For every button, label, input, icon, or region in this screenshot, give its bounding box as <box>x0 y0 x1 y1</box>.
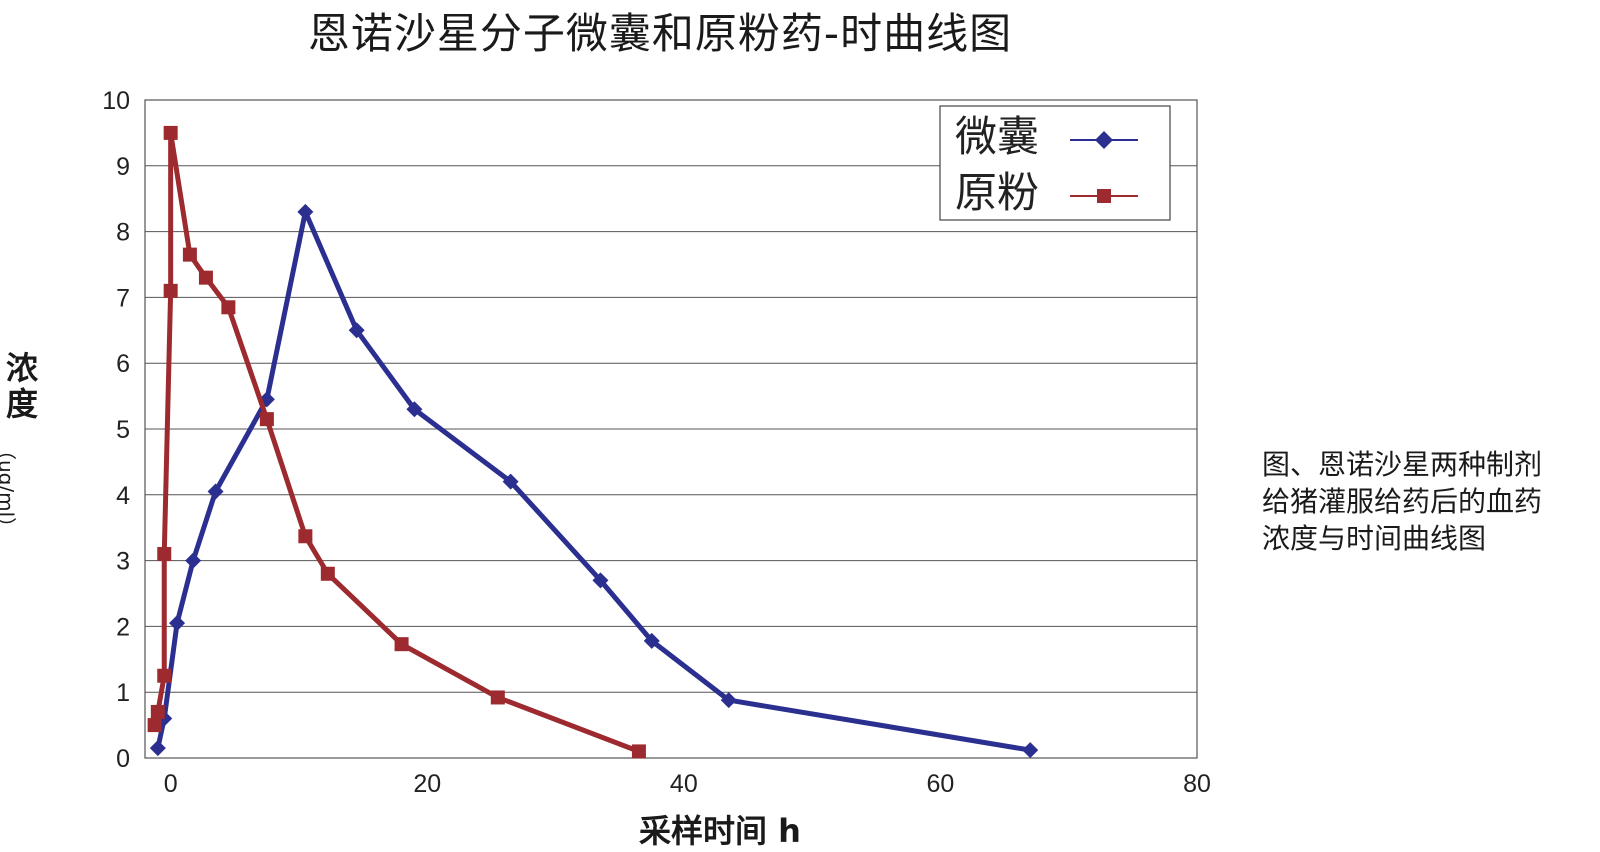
x-tick-label: 40 <box>670 770 698 798</box>
y-tick-label: 7 <box>116 284 130 312</box>
data-point-square <box>150 704 165 719</box>
y-tick-label: 4 <box>116 482 130 510</box>
data-point-diamond <box>1022 742 1039 759</box>
x-tick-label: 60 <box>927 770 955 798</box>
x-axis-label: 采样时间 h <box>639 812 801 850</box>
data-point-diamond <box>169 615 186 632</box>
chart-title: 恩诺沙星分子微囊和原粉药-时曲线图 <box>307 9 1013 58</box>
y-tick-label: 5 <box>116 416 130 444</box>
data-point-diamond <box>149 740 166 757</box>
figure-caption: 图、恩诺沙星两种制剂 给猪灌服给药后的血药 浓度与时间曲线图 <box>1262 446 1598 557</box>
data-point-square <box>163 283 178 298</box>
data-point-diamond <box>297 203 314 220</box>
x-tick-label: 0 <box>164 770 178 798</box>
data-point-square <box>163 125 178 140</box>
y-tick-label: 6 <box>116 350 130 378</box>
y-axis-label: 浓度 <box>5 349 38 423</box>
caption-line: 给猪灌服给药后的血药 <box>1262 485 1543 518</box>
data-point-square <box>198 270 213 285</box>
data-point-square <box>490 690 505 705</box>
data-point-square <box>147 718 162 733</box>
data-point-square <box>320 566 335 581</box>
legend-label: 微囊 <box>955 112 1039 161</box>
y-tick-label: 2 <box>116 613 130 641</box>
caption-line: 浓度与时间曲线图 <box>1262 522 1487 555</box>
y-tick-label: 1 <box>116 679 130 707</box>
data-point-square <box>631 744 646 759</box>
series-line-1 <box>155 209 1033 753</box>
data-point-diamond <box>185 552 202 569</box>
y-tick-label: 8 <box>116 219 130 247</box>
data-point-diamond <box>720 692 737 709</box>
data-point-square <box>221 300 236 315</box>
legend-box <box>939 105 1171 221</box>
legend-marker-square <box>1097 189 1111 203</box>
x-tick-label: 80 <box>1183 770 1211 798</box>
y-tick-label: 3 <box>116 548 130 576</box>
data-point-square <box>157 547 172 562</box>
data-point-diamond <box>502 473 519 490</box>
caption-line: 图、恩诺沙星两种制剂 <box>1262 448 1543 481</box>
legend-marker-diamond <box>1095 131 1113 149</box>
data-point-square <box>298 529 313 544</box>
data-point-square <box>157 668 172 683</box>
data-point-diamond <box>406 401 423 418</box>
data-point-diamond <box>643 632 660 649</box>
y-tick-label: 10 <box>102 87 130 115</box>
legend-label: 原粉 <box>955 168 1039 217</box>
y-tick-label: 0 <box>116 745 130 773</box>
data-point-square <box>394 637 409 652</box>
data-point-diamond <box>207 483 224 500</box>
data-point-square <box>182 247 197 262</box>
data-point-diamond <box>592 572 609 589</box>
x-tick-label: 20 <box>413 770 441 798</box>
data-point-diamond <box>348 322 365 339</box>
data-point-square <box>259 412 274 427</box>
y-tick-label: 9 <box>116 153 130 181</box>
